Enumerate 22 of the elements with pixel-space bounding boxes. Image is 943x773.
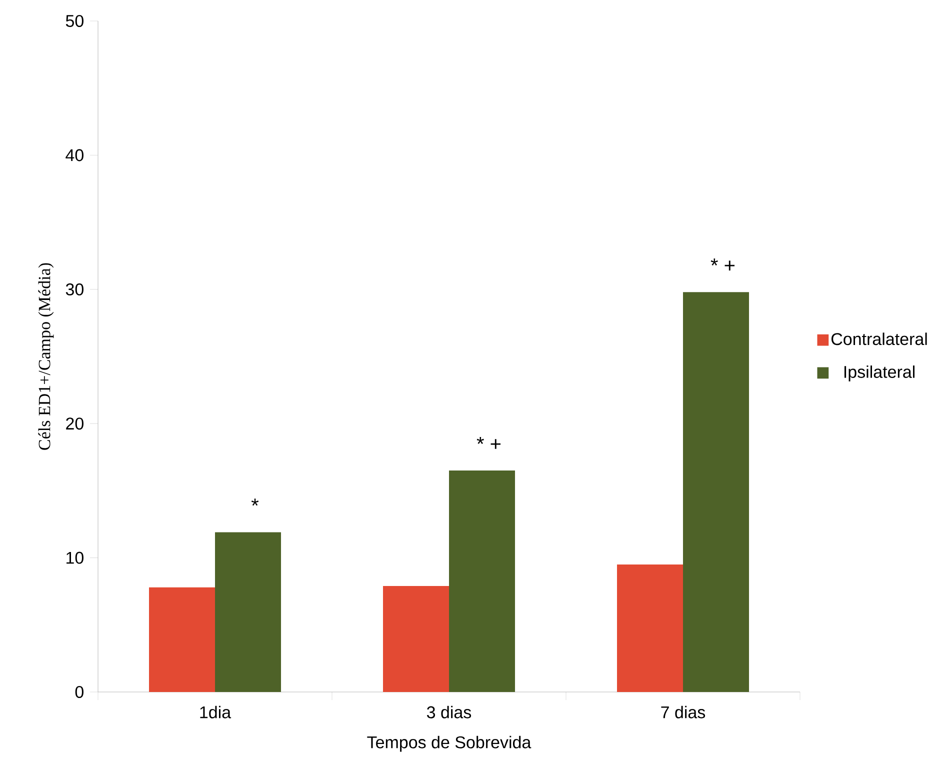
annotation: * [251, 498, 259, 506]
y-tick-label: 0 [75, 686, 84, 698]
legend-label: Contralateral [831, 332, 927, 346]
y-tick-label: 20 [66, 418, 84, 430]
x-axis-title: Tempos de Sobrevida [367, 736, 532, 752]
bar [149, 587, 216, 692]
y-tick-label: 50 [66, 14, 84, 28]
bar [383, 586, 450, 692]
bar [449, 470, 516, 692]
y-tick-label: 10 [66, 552, 84, 564]
y-tick-label: 40 [66, 149, 84, 162]
y-axis-title: Céls ED1+/Campo (Média) [38, 263, 54, 450]
bar [617, 564, 683, 692]
bar [683, 292, 750, 692]
x-tick-label: 3 dias [426, 706, 472, 718]
annotation: * + [476, 436, 501, 449]
bar [215, 532, 282, 692]
annotation: * + [710, 258, 735, 270]
x-tick-label: 7 dias [661, 706, 706, 718]
legend-label: Ipsilateral [844, 365, 915, 382]
x-tick-label: 1dia [200, 706, 232, 718]
y-tick-label: 30 [66, 283, 84, 296]
